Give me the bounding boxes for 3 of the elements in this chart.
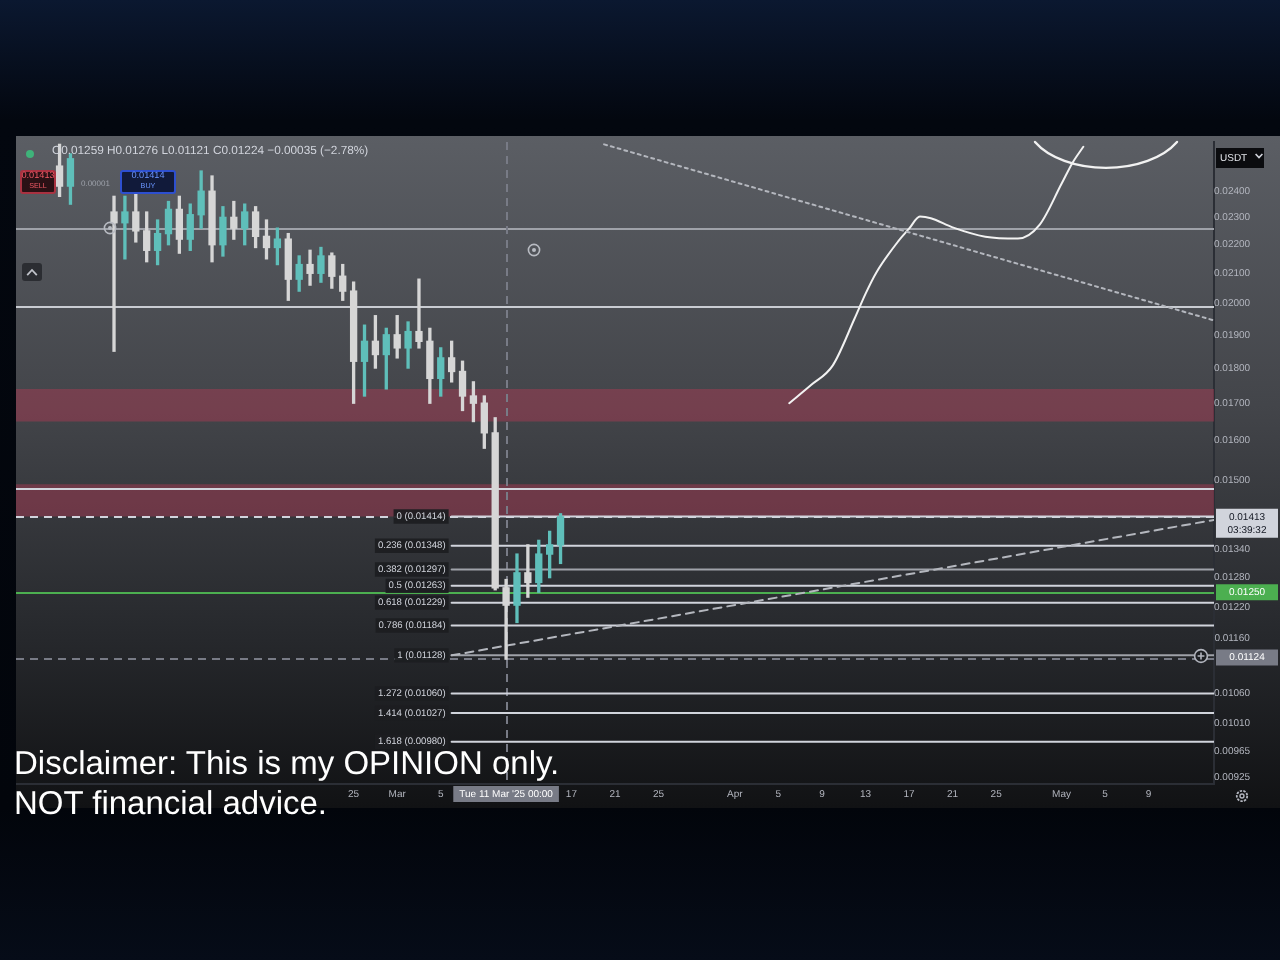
text: NOT financial advice. [14, 784, 328, 824]
annotation: Disclaimer: This is my OPINION only. [14, 746, 560, 784]
line-series [788, 145, 1085, 405]
